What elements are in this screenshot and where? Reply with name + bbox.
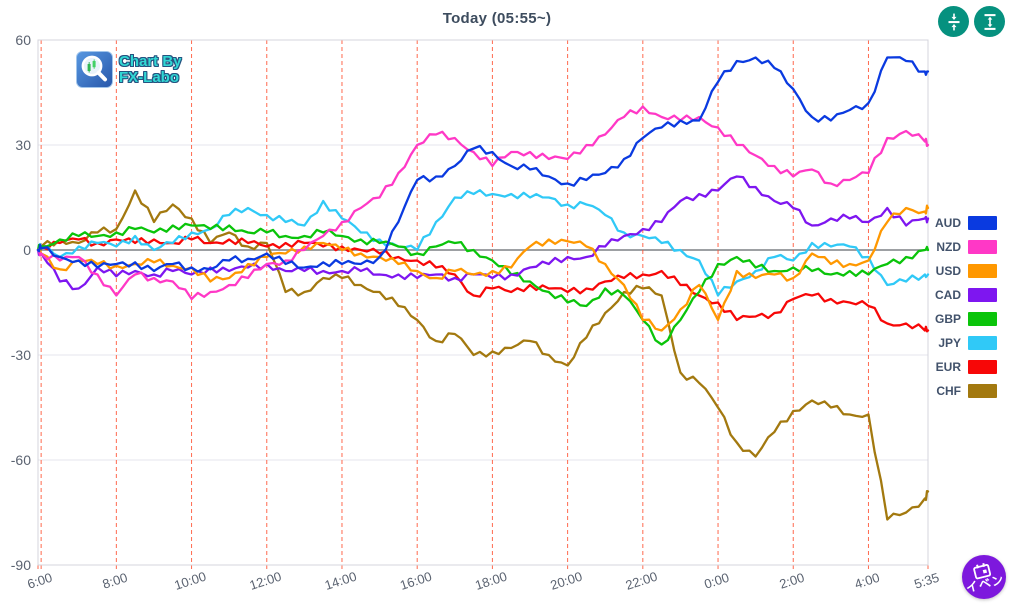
chart-title: Today (05:55~) xyxy=(442,10,552,27)
fx-labo-logo-text: Chart By FX-Labo xyxy=(119,52,182,86)
plot-border xyxy=(37,39,929,566)
x-tick-label: 0:00 xyxy=(702,570,731,592)
series-line-usd xyxy=(36,204,930,332)
legend-label: NZD xyxy=(936,240,961,254)
x-tick-label: 6:00 xyxy=(25,570,54,592)
x-tick-label: 5:35 xyxy=(912,570,941,592)
x-tick-label: 22:00 xyxy=(624,569,660,593)
y-tick-label: 0 xyxy=(23,242,31,258)
legend-label: EUR xyxy=(935,360,961,374)
legend-item-nzd: NZD xyxy=(931,235,997,259)
arrows-collapse-vertical-icon xyxy=(948,13,959,30)
legend-item-chf: CHF xyxy=(931,379,997,403)
x-tick-label: 8:00 xyxy=(101,570,130,592)
shrink-vertical-button[interactable] xyxy=(938,6,969,37)
series-line-aud xyxy=(36,56,930,273)
legend-swatch xyxy=(968,240,997,254)
series-line-chf xyxy=(36,189,930,521)
legend-swatch xyxy=(968,288,997,302)
legend-label: CAD xyxy=(935,288,961,302)
calendar-icon xyxy=(973,563,992,580)
legend-item-jpy: JPY xyxy=(931,331,997,355)
legend-label: CHF xyxy=(936,384,961,398)
legend-item-cad: CAD xyxy=(931,283,997,307)
x-tick-label: 4:00 xyxy=(853,570,882,592)
y-tick-label: -60 xyxy=(11,452,31,468)
x-tick-label: 16:00 xyxy=(398,569,434,593)
logo-line-1: Chart By xyxy=(119,52,182,70)
legend-item-gbp: GBP xyxy=(931,307,997,331)
legend-item-eur: EUR xyxy=(931,355,997,379)
x-tick-label: 12:00 xyxy=(248,569,284,593)
legend-swatch xyxy=(968,264,997,278)
legend-label: GBP xyxy=(934,312,961,326)
x-tick-label: 20:00 xyxy=(548,569,584,593)
event-button[interactable]: イベン xyxy=(962,555,1006,599)
y-tick-label: 60 xyxy=(15,32,31,48)
series-line-eur xyxy=(36,235,930,333)
series-line-jpy xyxy=(36,189,930,297)
legend-item-aud: AUD xyxy=(931,211,997,235)
legend-label: JPY xyxy=(938,336,961,350)
legend-swatch xyxy=(968,312,997,326)
legend-swatch xyxy=(968,336,997,350)
series-line-nzd xyxy=(36,105,930,301)
series-line-gbp xyxy=(36,222,930,346)
arrows-expand-vertical-icon xyxy=(984,13,995,30)
x-tick-label: 10:00 xyxy=(172,569,208,593)
legend-swatch xyxy=(968,360,997,374)
y-tick-label: -30 xyxy=(11,347,31,363)
currency-legend: AUD NZD USD CAD GBP JPY EUR CHF xyxy=(931,211,997,403)
legend-swatch xyxy=(968,384,997,398)
legend-label: AUD xyxy=(935,216,961,230)
y-tick-label: -90 xyxy=(11,557,31,573)
event-button-content: イベン xyxy=(962,559,1006,595)
x-tick-label: 18:00 xyxy=(473,569,509,593)
y-tick-label: 30 xyxy=(15,137,31,153)
legend-item-usd: USD xyxy=(931,259,997,283)
expand-vertical-button[interactable] xyxy=(974,6,1005,37)
x-tick-label: 2:00 xyxy=(778,570,807,592)
legend-label: USD xyxy=(935,264,961,278)
magnifier-chart-icon xyxy=(76,51,113,88)
legend-swatch xyxy=(968,216,997,230)
fx-labo-logo: Chart By FX-Labo xyxy=(76,51,182,88)
x-tick-label: 14:00 xyxy=(323,569,359,593)
logo-line-2: FX-Labo xyxy=(119,68,179,86)
chart-toolbar xyxy=(938,6,1005,37)
